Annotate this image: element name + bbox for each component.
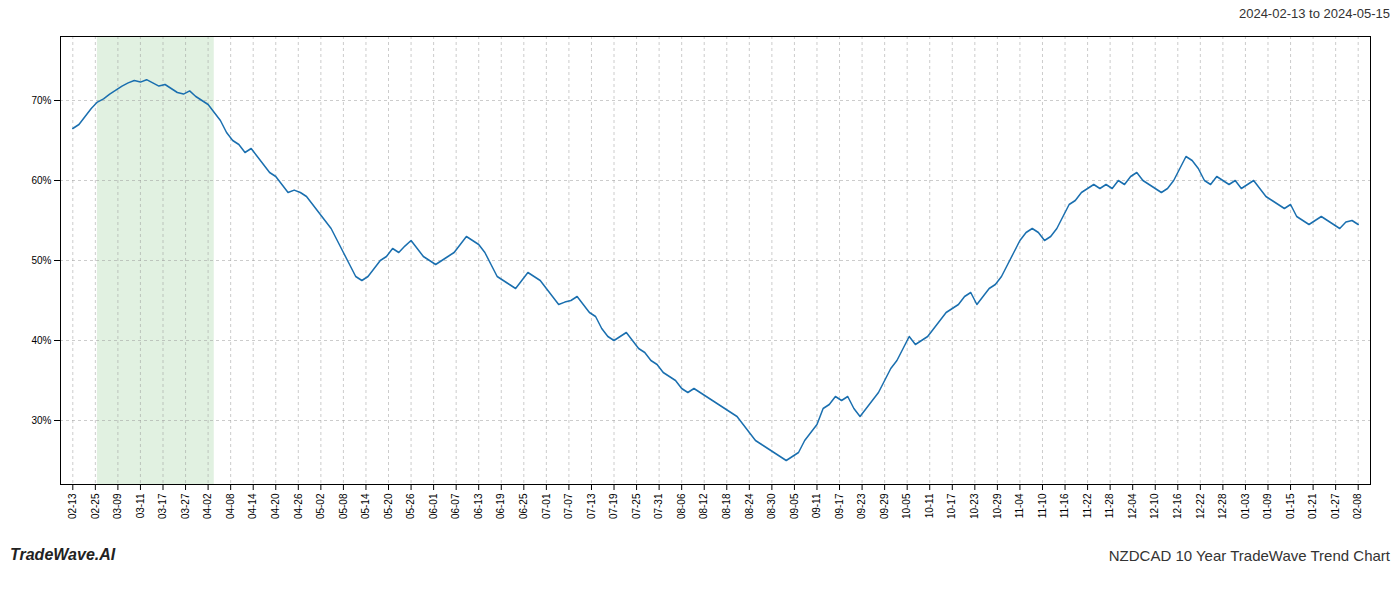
svg-text:09-23: 09-23 — [856, 493, 867, 519]
svg-text:05-26: 05-26 — [405, 493, 416, 519]
svg-text:09-11: 09-11 — [811, 493, 822, 518]
svg-text:10-05: 10-05 — [901, 493, 912, 519]
svg-text:50%: 50% — [31, 255, 51, 266]
svg-text:06-19: 06-19 — [495, 493, 506, 519]
svg-text:09-17: 09-17 — [834, 493, 845, 519]
svg-text:03-27: 03-27 — [180, 493, 191, 519]
svg-text:12-22: 12-22 — [1195, 493, 1206, 519]
svg-text:11-04: 11-04 — [1014, 493, 1025, 518]
svg-text:01-15: 01-15 — [1285, 493, 1296, 519]
svg-text:04-08: 04-08 — [225, 493, 236, 519]
svg-text:07-31: 07-31 — [653, 493, 664, 519]
svg-text:01-09: 01-09 — [1262, 493, 1273, 519]
svg-text:12-28: 12-28 — [1217, 493, 1228, 519]
svg-text:06-13: 06-13 — [473, 493, 484, 519]
svg-text:05-08: 05-08 — [338, 493, 349, 519]
svg-text:08-18: 08-18 — [721, 493, 732, 519]
svg-text:12-04: 12-04 — [1127, 493, 1138, 519]
svg-text:07-25: 07-25 — [631, 493, 642, 519]
svg-text:08-30: 08-30 — [766, 493, 777, 519]
svg-text:11-10: 11-10 — [1037, 493, 1048, 518]
svg-text:08-24: 08-24 — [744, 493, 755, 519]
svg-text:11-16: 11-16 — [1059, 493, 1070, 518]
svg-text:03-11: 03-11 — [135, 493, 146, 518]
svg-text:05-20: 05-20 — [383, 493, 394, 519]
svg-text:05-02: 05-02 — [315, 493, 326, 519]
svg-text:10-29: 10-29 — [992, 493, 1003, 519]
svg-text:02-08: 02-08 — [1352, 493, 1363, 519]
svg-text:11-28: 11-28 — [1104, 493, 1115, 518]
svg-text:40%: 40% — [31, 335, 51, 346]
svg-text:01-21: 01-21 — [1307, 493, 1318, 519]
svg-text:05-14: 05-14 — [360, 493, 371, 519]
svg-text:07-19: 07-19 — [608, 493, 619, 519]
svg-text:30%: 30% — [31, 415, 51, 426]
svg-text:70%: 70% — [31, 95, 51, 106]
svg-text:10-17: 10-17 — [946, 493, 957, 519]
svg-text:09-05: 09-05 — [789, 493, 800, 519]
svg-text:10-11: 10-11 — [924, 493, 935, 518]
svg-text:04-20: 04-20 — [270, 493, 281, 519]
svg-text:07-13: 07-13 — [586, 493, 597, 519]
svg-text:12-16: 12-16 — [1172, 493, 1183, 519]
svg-text:12-10: 12-10 — [1149, 493, 1160, 519]
svg-text:02-13: 02-13 — [67, 493, 78, 519]
html-text:2024-02-13 to 2024-05-15: 2024-02-13 to 2024-05-15 — [1238, 6, 1390, 21]
svg-text:08-06: 08-06 — [676, 493, 687, 519]
html-text:TradeWave.AI: TradeWave.AI — [10, 546, 116, 563]
svg-text:06-01: 06-01 — [428, 493, 439, 519]
svg-text:10-23: 10-23 — [969, 493, 980, 519]
svg-text:01-03: 01-03 — [1240, 493, 1251, 519]
svg-text:02-25: 02-25 — [90, 493, 101, 519]
svg-text:06-07: 06-07 — [450, 493, 461, 519]
svg-text:07-07: 07-07 — [563, 493, 574, 519]
svg-text:03-09: 03-09 — [112, 493, 123, 519]
svg-text:01-27: 01-27 — [1330, 493, 1341, 519]
svg-text:04-26: 04-26 — [293, 493, 304, 519]
html-text:NZDCAD 10 Year TradeWave Trend: NZDCAD 10 Year TradeWave Trend Chart — [1108, 547, 1390, 564]
svg-text:60%: 60% — [31, 175, 51, 186]
svg-text:06-25: 06-25 — [518, 493, 529, 519]
svg-text:03-17: 03-17 — [157, 493, 168, 519]
svg-text:09-29: 09-29 — [879, 493, 890, 519]
svg-text:04-14: 04-14 — [247, 493, 258, 519]
svg-text:11-22: 11-22 — [1082, 493, 1093, 518]
svg-text:07-01: 07-01 — [541, 493, 552, 519]
svg-text:04-02: 04-02 — [202, 493, 213, 519]
svg-text:08-12: 08-12 — [698, 493, 709, 519]
